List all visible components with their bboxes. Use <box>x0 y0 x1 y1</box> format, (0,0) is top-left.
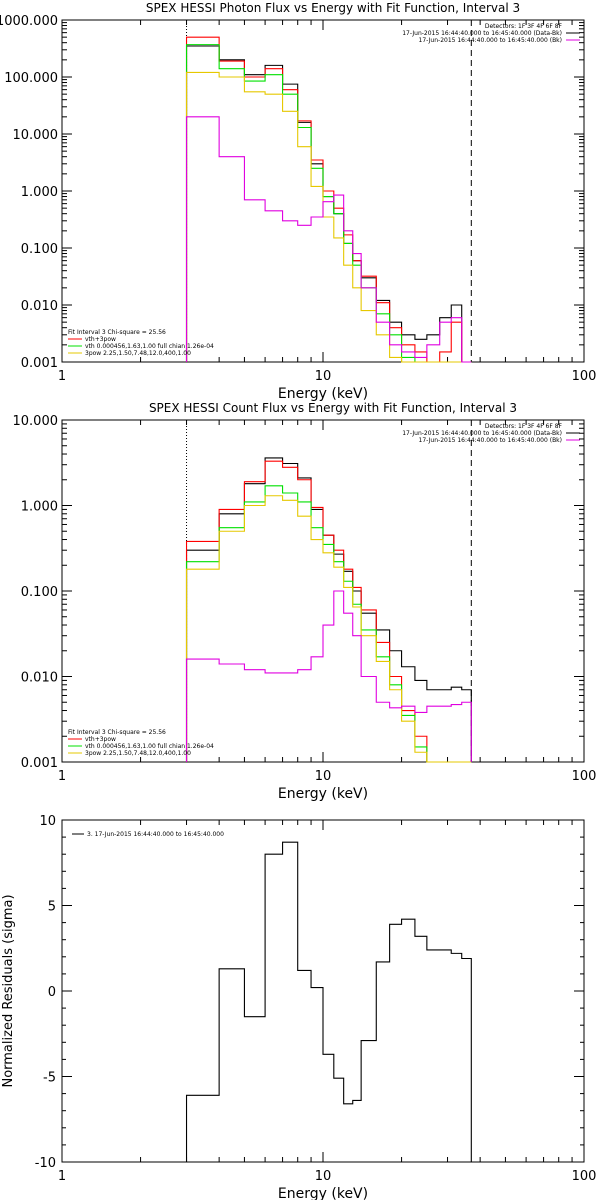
y-tick-label: 0.100 <box>21 585 58 600</box>
y-tick-label: 0.001 <box>21 756 58 771</box>
y-tick-label: -5 <box>43 1071 56 1086</box>
info-text: vth 0.000456,1.63,1.00 full chian 1.26e-… <box>85 743 214 750</box>
chart-panel-2: 1 10 100 0.001 0.010 0.100 1.000 10.000 SPEX HES… <box>13 401 597 802</box>
info-text: Fit Interval 3 Chi-square = 25.56 <box>68 729 166 736</box>
y-tick-label: 0.001 <box>21 356 58 371</box>
info-text: vth 0.000456,1.63,1.00 full chian 1.26e-… <box>85 343 214 350</box>
chart-panel-3: 1 10 100 -10 -5 0 5 10 Energy (keV) Normalized Re… <box>1 814 596 1200</box>
series-line-2 <box>185 460 472 763</box>
x-tick-label: 1 <box>58 369 66 384</box>
x-axis-label: Energy (keV) <box>278 786 368 802</box>
series-line-1 <box>185 457 472 762</box>
series-line-1 <box>185 45 472 363</box>
info-text: 3pow 2.25,1.50,7.48,12.0,400,1.00 <box>85 350 191 357</box>
x-tick-label: 1 <box>58 769 66 784</box>
x-tick-label: 10 <box>315 769 332 784</box>
y-tick-label: 10.000 <box>13 128 59 143</box>
series-line-4 <box>185 71 472 363</box>
series-line-2 <box>185 36 472 363</box>
y-tick-label: 10 <box>39 814 56 829</box>
legend-text: 3. 17-Jun-2015 16:44:40.000 to 16:45:40.… <box>87 831 224 838</box>
info-text: Detectors: 1F 3F 4F 6F 8F <box>485 23 563 30</box>
x-tick-label: 10 <box>315 369 332 384</box>
x-tick-label: 1 <box>58 1169 66 1184</box>
plot-frame <box>61 419 585 763</box>
y-tick-label: 0.100 <box>21 242 58 257</box>
x-tick-label: 100 <box>572 1169 597 1184</box>
y-tick-label: 0.010 <box>21 671 58 686</box>
info-text: 3pow 2.25,1.50,7.48,12.0,400,1.00 <box>85 750 191 757</box>
info-text: Fit Interval 3 Chi-square = 25.56 <box>68 329 166 336</box>
info-text: 17-Jun-2015 16:44:40.000 to 16:45:40.000… <box>419 37 562 44</box>
chart-panel-1: 1 10 100 0.001 0.010 0.100 1.000 10.000 100.000 1… <box>0 1 596 402</box>
y-tick-label: 1.000 <box>21 185 58 200</box>
x-tick-label: 100 <box>572 769 597 784</box>
x-axis-label: Energy (keV) <box>278 1186 368 1200</box>
y-tick-label: 100.000 <box>4 71 58 86</box>
y-tick-label: 0.010 <box>21 299 58 314</box>
info-text: Detectors: 1F 3F 4F 6F 8F <box>485 423 563 430</box>
x-tick-label: 100 <box>572 369 597 384</box>
y-axis-label: Normalized Residuals (sigma) <box>1 894 16 1087</box>
series-line-5 <box>185 116 472 363</box>
series-line-4 <box>185 495 472 763</box>
chart-title: SPEX HESSI Photon Flux vs Energy with Fi… <box>146 1 520 15</box>
series-line-3 <box>185 485 472 763</box>
series-line-1 <box>185 841 472 1162</box>
info-text: vth+3pow <box>85 736 116 743</box>
info-text: vth+3pow <box>85 336 116 343</box>
info-text: 17-Jun-2015 16:44:40.000 to 16:45:40.000… <box>402 430 562 437</box>
y-tick-label: 1.000 <box>21 500 58 515</box>
x-axis-label: Energy (keV) <box>278 386 368 402</box>
info-text: 17-Jun-2015 16:44:40.000 to 16:45:40.000… <box>402 30 562 37</box>
chart-title: SPEX HESSI Count Flux vs Energy with Fit… <box>149 401 517 415</box>
y-tick-label: 5 <box>48 900 56 915</box>
y-tick-label: 0 <box>48 985 56 1000</box>
x-tick-label: 10 <box>315 1169 332 1184</box>
series-line-3 <box>185 44 472 363</box>
y-tick-label: 10.000 <box>13 414 59 429</box>
info-text: 17-Jun-2015 16:44:40.000 to 16:45:40.000… <box>419 437 562 444</box>
y-tick-label: -10 <box>35 1156 56 1171</box>
series-line-5 <box>185 590 472 762</box>
y-tick-label: 1000.000 <box>0 14 58 29</box>
